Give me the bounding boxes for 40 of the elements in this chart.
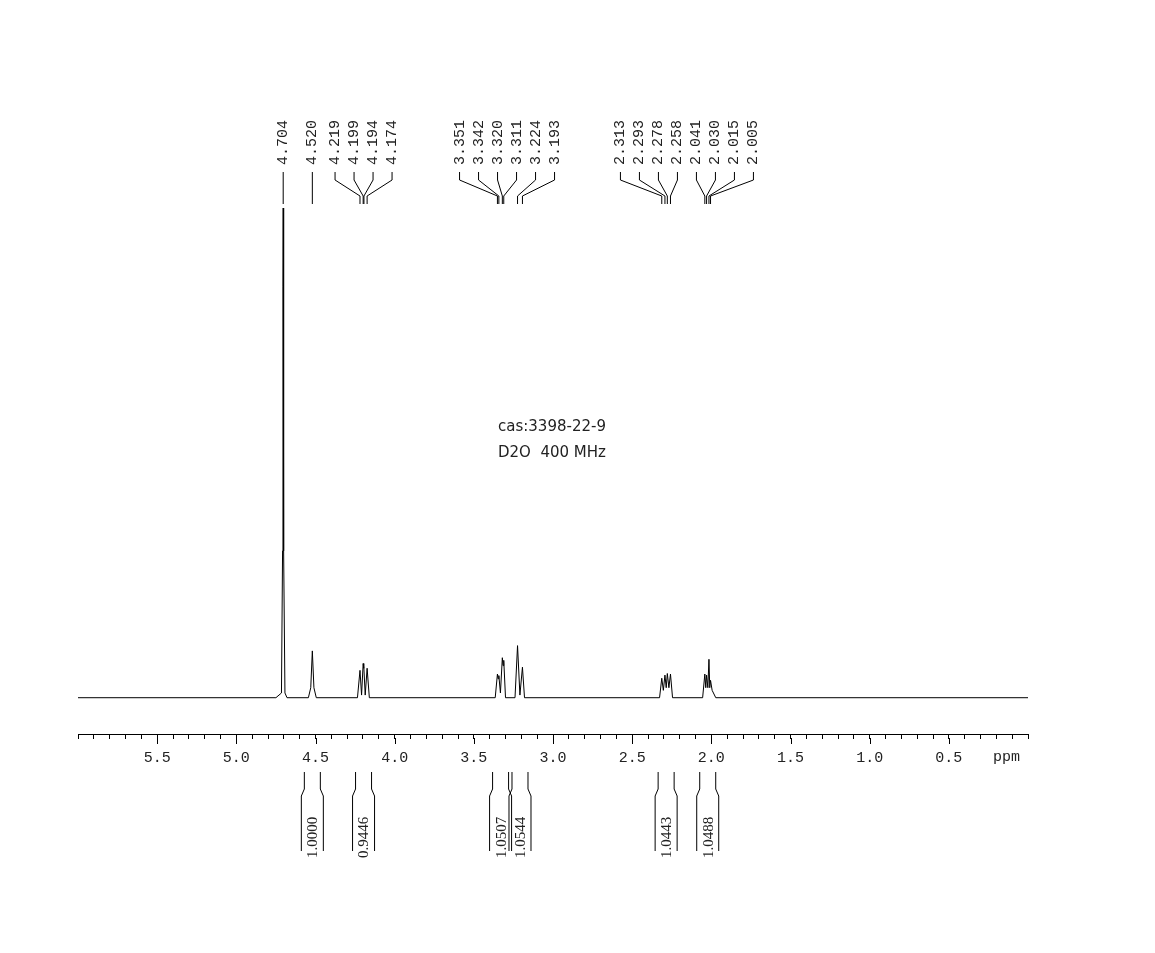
text: 2.258 bbox=[669, 119, 687, 165]
text: 2.293 bbox=[631, 119, 649, 165]
text: 4.194 bbox=[365, 119, 383, 165]
x-tick-label: 0.5 bbox=[935, 749, 963, 767]
text: 4.174 bbox=[384, 119, 402, 165]
annotation: D2O 400 MHz bbox=[498, 442, 607, 461]
text: 2.005 bbox=[745, 119, 763, 165]
x-tick-label: 4.5 bbox=[301, 749, 330, 767]
text: 1.0507 bbox=[492, 816, 509, 858]
text: 2.041 bbox=[688, 119, 706, 165]
x-tick-label: 1.5 bbox=[776, 749, 805, 767]
x-tick-label: 3.5 bbox=[460, 749, 488, 767]
x-axis-title: ppm bbox=[993, 748, 1021, 766]
x-tick-label: 2.5 bbox=[618, 749, 646, 767]
text: 3.342 bbox=[470, 119, 488, 165]
x-tick-label: 2.0 bbox=[697, 749, 725, 767]
text: 3.224 bbox=[527, 119, 545, 165]
text: 4.704 bbox=[275, 119, 293, 165]
x-tick-label: 5.5 bbox=[143, 749, 171, 767]
text: 1.0000 bbox=[304, 816, 321, 858]
x-tick-label: 4.0 bbox=[381, 749, 409, 767]
text: 2.313 bbox=[612, 119, 630, 165]
x-tick-label: 5.0 bbox=[222, 749, 250, 767]
text: 1.0443 bbox=[658, 816, 675, 858]
x-tick-label: 3.0 bbox=[539, 749, 567, 767]
text: 1.0488 bbox=[699, 816, 716, 858]
x-tick-label: 1.0 bbox=[856, 749, 884, 767]
text: 4.520 bbox=[304, 119, 322, 165]
text: 1.0544 bbox=[511, 816, 528, 858]
text: 3.193 bbox=[546, 119, 564, 165]
annotation: cas:3398-22-9 bbox=[498, 416, 606, 435]
text: 3.351 bbox=[451, 119, 469, 165]
text: 3.320 bbox=[489, 119, 507, 165]
text: 2.278 bbox=[650, 119, 668, 165]
text: 4.219 bbox=[327, 119, 345, 165]
text: 0.9446 bbox=[355, 816, 372, 858]
text: 2.015 bbox=[726, 119, 744, 165]
text: 4.199 bbox=[346, 119, 364, 165]
text: 3.311 bbox=[508, 119, 526, 165]
text: 2.030 bbox=[707, 119, 725, 165]
